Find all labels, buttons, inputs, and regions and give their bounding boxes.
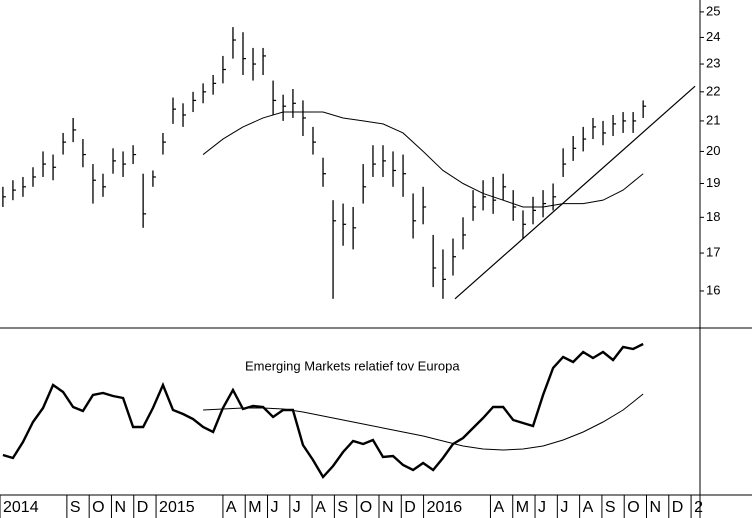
x-tick-label: D (672, 499, 684, 516)
x-tick-label: D (137, 499, 149, 516)
x-tick-label: 2 (694, 499, 703, 516)
x-tick-label: J (538, 499, 546, 516)
x-tick-label: J (293, 499, 301, 516)
y-tick-label: 20 (706, 143, 720, 158)
y-tick-label: 24 (706, 29, 720, 44)
ratio-line (2, 342, 644, 480)
x-tick-label: J (271, 499, 279, 516)
moving-average (202, 111, 644, 208)
moving-average (203, 393, 644, 451)
x-tick-label: A (226, 499, 237, 516)
trend-line (454, 85, 696, 300)
y-tick-label: 23 (706, 55, 720, 70)
x-tick-label: 2016 (427, 499, 463, 516)
x-tick-label: O (627, 499, 639, 516)
x-tick-label: A (493, 499, 504, 516)
x-tick-label: N (114, 499, 126, 516)
x-tick-label: S (337, 499, 348, 516)
y-tick-label: 19 (706, 175, 720, 190)
y-tick-label: 16 (706, 282, 720, 297)
x-tick-label: A (583, 499, 594, 516)
x-tick-label: 2014 (3, 499, 39, 516)
y-tick-label: 17 (706, 244, 720, 259)
y-tick-label: 25 (706, 3, 720, 18)
x-tick-label: O (360, 499, 372, 516)
annotation: Emerging Markets relatief tov Europa (245, 358, 460, 373)
x-tick-label: N (382, 499, 394, 516)
x-tick-label: M (516, 499, 529, 516)
x-tick-label: 2015 (159, 499, 195, 516)
y-tick-label: 21 (706, 112, 720, 127)
x-tick-label: O (92, 499, 104, 516)
x-tick-label: N (649, 499, 661, 516)
x-tick-label: M (248, 499, 261, 516)
y-tick-label: 18 (706, 209, 720, 224)
x-tick-label: S (605, 499, 616, 516)
x-tick-label: S (70, 499, 81, 516)
x-tick-label: D (404, 499, 416, 516)
x-tick-label: A (315, 499, 326, 516)
x-tick-label: J (560, 499, 568, 516)
y-tick-label: 22 (706, 83, 720, 98)
